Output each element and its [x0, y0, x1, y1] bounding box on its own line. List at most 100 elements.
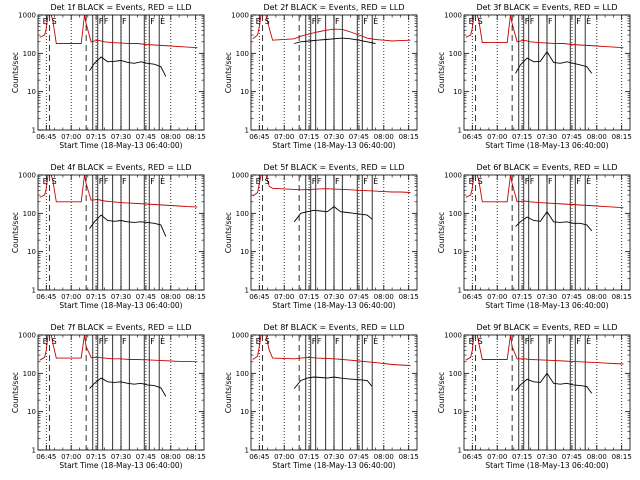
event-label: F [548, 177, 553, 186]
event-label: F [525, 337, 530, 346]
event-label: F [363, 17, 368, 26]
plot-area [465, 175, 624, 290]
panel-title: Det 6f BLACK = Events, RED = LLD [476, 163, 617, 172]
event-label: S [478, 337, 483, 346]
panel-title: Det 3f BLACK = Events, RED = LLD [476, 3, 617, 12]
panel-title: Det 9f BLACK = Events, RED = LLD [476, 323, 617, 332]
event-label: E [43, 337, 48, 346]
x-tick-label: 07:15 [299, 133, 319, 141]
plot-area [39, 335, 198, 450]
y-tick-label: 1000 [231, 332, 249, 340]
event-label: F [104, 17, 109, 26]
panel-title: Det 2f BLACK = Events, RED = LLD [263, 3, 404, 12]
series-line-lld [465, 175, 624, 209]
x-tick-label: 06:45 [36, 133, 56, 141]
x-tick-label: 06:45 [462, 293, 482, 301]
event-label: F [530, 177, 535, 186]
x-tick-label: 08:15 [186, 133, 206, 141]
x-tick-label: 08:15 [399, 453, 419, 461]
series-line-lld [252, 335, 411, 366]
event-label: F [122, 177, 127, 186]
series-line-lld [39, 15, 198, 49]
event-label: E [160, 17, 165, 26]
event-label: F [363, 337, 368, 346]
x-tick-label: 08:00 [374, 293, 394, 301]
panel-title: Det 7f BLACK = Events, RED = LLD [50, 323, 191, 332]
y-tick-label: 1 [32, 447, 36, 455]
event-label: F [335, 17, 340, 26]
event-label: F [335, 177, 340, 186]
x-tick-label: 07:00 [274, 293, 294, 301]
event-label: F [576, 177, 581, 186]
event-label: F [312, 17, 317, 26]
event-label: E [469, 17, 474, 26]
series-line-lld [252, 175, 411, 197]
series-line-lld [39, 175, 198, 208]
series-line-events [294, 37, 376, 44]
x-tick-label: 07:15 [86, 293, 106, 301]
panel-title: Det 1f BLACK = Events, RED = LLD [50, 3, 191, 12]
x-axis-title: Start Time (18-May-13 06:40:00) [272, 141, 395, 150]
x-tick-label: 08:15 [186, 293, 206, 301]
x-tick-label: 07:45 [136, 453, 156, 461]
series-line-events [515, 50, 593, 74]
y-tick-label: 1000 [231, 12, 249, 20]
x-tick-label: 07:30 [324, 453, 344, 461]
series-line-lld [465, 15, 624, 49]
x-tick-label: 07:30 [111, 133, 131, 141]
y-tick-label: 100 [449, 210, 462, 218]
x-tick-label: 07:30 [324, 133, 344, 141]
x-tick-label: 06:45 [36, 453, 56, 461]
series-line-events [293, 376, 373, 389]
y-axis-title: Counts/sec [11, 372, 20, 413]
event-label: S [52, 177, 57, 186]
event-label: F [335, 337, 340, 346]
event-label: E [256, 177, 261, 186]
x-tick-label: 08:15 [612, 133, 632, 141]
x-tick-label: 06:45 [249, 293, 269, 301]
event-label: F [317, 177, 322, 186]
event-label: E [43, 177, 48, 186]
y-tick-label: 10 [27, 408, 36, 416]
event-label: F [317, 17, 322, 26]
x-tick-label: 08:15 [186, 453, 206, 461]
event-label: S [478, 17, 483, 26]
plot-area [252, 335, 411, 450]
event-label: F [530, 17, 535, 26]
y-tick-label: 1 [245, 127, 249, 135]
y-tick-label: 1 [245, 287, 249, 295]
y-tick-label: 10 [27, 88, 36, 96]
event-label: F [312, 177, 317, 186]
series-line-events [515, 372, 593, 394]
event-label: E [256, 17, 261, 26]
y-axis-title: Counts/sec [11, 52, 20, 93]
y-tick-label: 100 [23, 210, 36, 218]
y-tick-label: 1 [458, 447, 462, 455]
series-line-lld [465, 335, 624, 365]
event-label: E [586, 177, 591, 186]
event-label: E [373, 337, 378, 346]
x-tick-label: 07:30 [111, 453, 131, 461]
event-label: F [150, 337, 155, 346]
panel-title: Det 8f BLACK = Events, RED = LLD [263, 323, 404, 332]
event-label: E [256, 337, 261, 346]
y-tick-label: 1000 [18, 12, 36, 20]
y-tick-label: 100 [449, 50, 462, 58]
x-tick-label: 07:00 [487, 133, 507, 141]
plot-area [252, 175, 411, 290]
plot-area [465, 15, 624, 130]
x-tick-label: 07:45 [562, 293, 582, 301]
event-label: F [150, 177, 155, 186]
event-label: F [576, 337, 581, 346]
x-tick-label: 07:45 [562, 453, 582, 461]
y-tick-label: 100 [23, 370, 36, 378]
plot-area [39, 15, 198, 130]
y-tick-label: 1000 [18, 332, 36, 340]
x-tick-label: 07:45 [349, 453, 369, 461]
x-tick-label: 07:00 [61, 453, 81, 461]
event-label: S [265, 337, 270, 346]
